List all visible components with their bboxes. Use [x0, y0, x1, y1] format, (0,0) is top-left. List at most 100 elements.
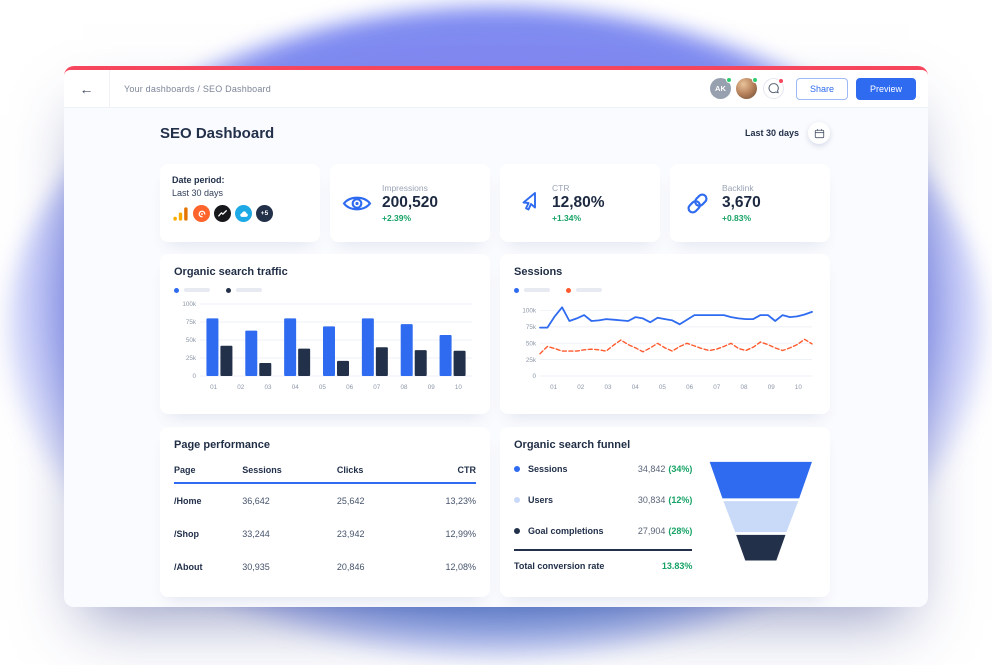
page-performance-panel: Page performance Page Sessions Clicks CT… — [160, 427, 490, 597]
funnel-item-value: 27,904 — [637, 525, 666, 536]
kpi-label: Impressions — [382, 183, 428, 193]
svg-text:25k: 25k — [186, 355, 197, 362]
date-period-value: Last 30 days — [172, 188, 224, 198]
trend-line-icon[interactable] — [214, 205, 231, 222]
integration-icons: +5 — [172, 205, 308, 222]
arrow-left-icon: ← — [79, 80, 94, 97]
funnel-item-label: Sessions — [528, 463, 568, 474]
sessions-cell: 36,642 — [242, 495, 270, 506]
calendar-button[interactable] — [808, 122, 830, 144]
svg-text:01: 01 — [210, 384, 218, 391]
cloud-icon[interactable] — [235, 205, 252, 222]
sessions-cell: 33,244 — [242, 528, 270, 539]
legend-placeholder — [236, 288, 262, 292]
kpi-card-impressions: Impressions 200,520 +2.39% — [330, 164, 490, 242]
bar-chart: 0 25k 50k 75k 100k 01 02 03 04 05 06 07 08 09 10 — [182, 301, 472, 391]
kpi-row: Date period: Last 30 days — [160, 164, 830, 242]
kpi-text-block: Impressions 200,520 +2.39% — [382, 183, 438, 223]
svg-text:50k: 50k — [186, 337, 197, 344]
kpi-text-block: Backlink 3,670 +0.83% — [722, 183, 761, 223]
preview-button[interactable]: Preview — [855, 77, 916, 100]
panel-title: Sessions — [514, 266, 563, 278]
chart-legend — [174, 287, 476, 293]
online-status-dot — [751, 77, 758, 83]
svg-text:04: 04 — [632, 384, 640, 391]
svg-text:02: 02 — [577, 384, 585, 391]
kpi-value: 12,80% — [552, 194, 605, 211]
column-header[interactable]: Clicks — [336, 456, 403, 484]
date-period-label: Date period: — [172, 175, 225, 185]
funnel-content: Sessions 34,842 (34%) Users 30,834 (12%)… — [514, 453, 816, 571]
header-row: SEO Dashboard Last 30 days — [160, 122, 830, 144]
kpi-label: Backlink — [722, 183, 754, 193]
svg-text:03: 03 — [264, 384, 272, 391]
total-conversion-row: Total conversion rate 13.83% — [514, 549, 693, 571]
svg-text:06: 06 — [686, 384, 694, 391]
funnel-item-label: Goal completions — [528, 525, 604, 536]
avatar[interactable] — [735, 77, 758, 99]
cursor-icon — [512, 190, 542, 216]
clicks-cell: 20,846 — [336, 561, 365, 572]
panel-title: Organic search traffic — [174, 266, 288, 278]
svg-text:08: 08 — [400, 384, 408, 391]
table-row: /Shop 33,244 23,942 12,99% — [174, 517, 476, 550]
svg-text:50k: 50k — [526, 340, 537, 347]
svg-text:100k: 100k — [522, 308, 537, 315]
kpi-card-ctr: CTR 12,80% +1.34% — [500, 164, 660, 242]
kpi-text-block: CTR 12,80% +1.34% — [552, 183, 605, 223]
more-integrations-badge[interactable]: +5 — [256, 205, 273, 222]
funnel-chart — [710, 461, 813, 561]
funnel-item-value: 30,834 — [637, 494, 666, 505]
legend-item[interactable] — [514, 287, 550, 293]
avatar[interactable]: AK — [709, 77, 732, 99]
avatar-initials: AK — [715, 84, 726, 93]
breadcrumb[interactable]: Your dashboards / SEO Dashboard — [124, 83, 271, 94]
link-icon — [682, 190, 712, 217]
sessions-panel: Sessions 0 25k 50k 75k 100k 01 02 03 04 05 06 07 08 0… — [500, 254, 830, 414]
organic-search-funnel-panel: Organic search funnel Sessions 34,842 (3… — [500, 427, 830, 597]
funnel-item-pct: (12%) — [668, 494, 693, 505]
svg-text:05: 05 — [659, 384, 667, 391]
svg-text:75k: 75k — [186, 319, 197, 326]
topbar: ← Your dashboards / SEO Dashboard AK Sha… — [64, 70, 928, 108]
share-button[interactable]: Share — [795, 77, 848, 100]
svg-text:0: 0 — [532, 373, 536, 380]
page-performance-table: Page Sessions Clicks CTR /Home 36,642 25… — [174, 456, 476, 583]
svg-text:25k: 25k — [526, 357, 537, 364]
funnel-item-dot — [514, 496, 520, 503]
column-header[interactable]: CTR — [402, 456, 476, 484]
svg-text:09: 09 — [768, 384, 776, 391]
svg-text:02: 02 — [237, 384, 245, 391]
svg-text:05: 05 — [319, 384, 327, 391]
semrush-icon[interactable] — [193, 205, 210, 222]
funnel-item-dot — [514, 465, 520, 472]
ctr-cell: 12,99% — [445, 528, 476, 539]
legend-item[interactable] — [566, 287, 602, 293]
notification-dot — [777, 78, 784, 84]
comments-button[interactable] — [762, 78, 784, 99]
legend-dot — [514, 287, 519, 293]
legend-placeholder — [524, 288, 550, 292]
funnel-item-label: Users — [528, 494, 554, 505]
date-period-card: Date period: Last 30 days — [160, 164, 320, 242]
back-button[interactable]: ← — [64, 70, 110, 107]
page-cell: /About — [174, 561, 203, 572]
line-chart: 0 25k 50k 75k 100k 01 02 03 04 05 06 07 08 09 10 — [522, 306, 813, 391]
date-range-label: Last 30 days — [744, 128, 799, 138]
legend-item[interactable] — [226, 287, 262, 293]
page-cell: /Home — [174, 495, 202, 506]
column-header[interactable]: Sessions — [242, 456, 337, 484]
calendar-icon — [814, 128, 824, 138]
table-header-row: Page Sessions Clicks CTR — [174, 456, 476, 484]
funnel-item-pct: (28%) — [668, 525, 693, 536]
legend-item[interactable] — [174, 287, 210, 293]
funnel-list: Sessions 34,842 (34%) Users 30,834 (12%)… — [514, 453, 693, 571]
kpi-value: 200,520 — [382, 194, 439, 211]
kpi-label: CTR — [552, 183, 570, 193]
column-header[interactable]: Page — [174, 456, 243, 484]
svg-text:04: 04 — [292, 384, 300, 391]
cloud-glyph-icon — [239, 210, 248, 217]
kpi-delta: +1.34% — [552, 213, 582, 223]
google-analytics-icon[interactable] — [172, 205, 189, 222]
date-range-selector[interactable]: Last 30 days — [745, 122, 830, 144]
